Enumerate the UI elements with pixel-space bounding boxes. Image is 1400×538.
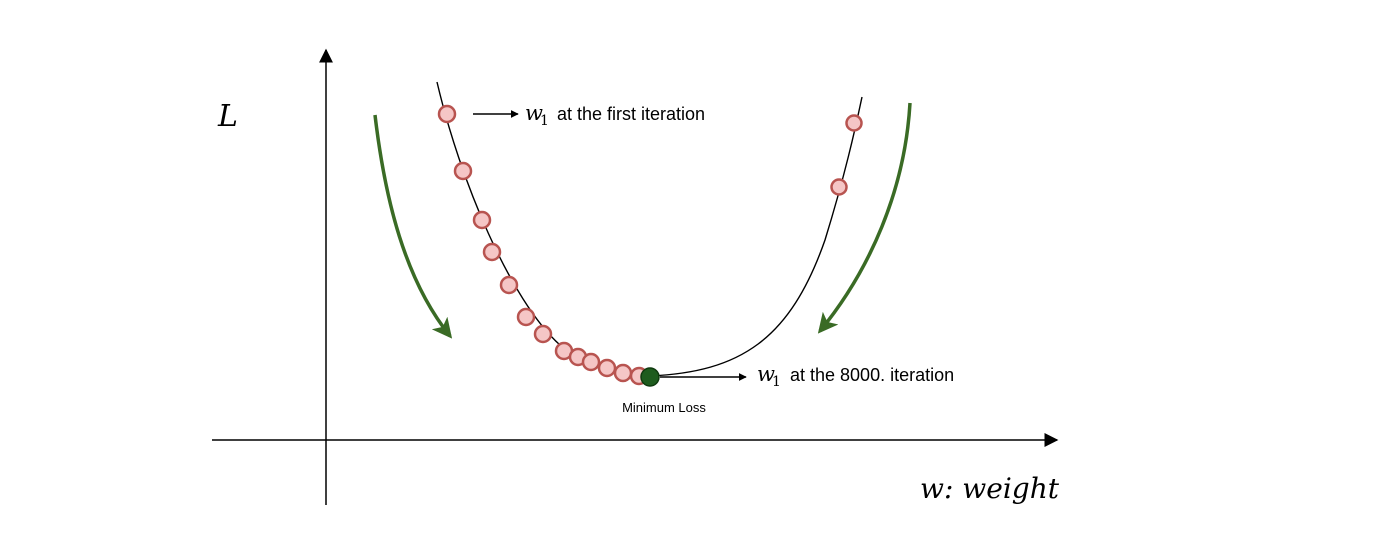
right-descent-arrow	[817, 102, 912, 334]
iteration-point	[499, 275, 519, 295]
iteration-point	[453, 161, 473, 181]
iteration-point	[533, 324, 553, 344]
iteration-point	[472, 210, 492, 230]
iteration-point	[482, 242, 502, 262]
minimum-point	[640, 367, 660, 387]
left-descent-arrow	[373, 114, 453, 339]
iteration-point	[845, 114, 863, 132]
y-axis-label: L	[217, 99, 238, 134]
last-iteration-var: w	[757, 362, 775, 386]
iteration-point	[830, 178, 848, 196]
first-iteration-sub: 1	[540, 113, 549, 129]
first-iteration-var: w	[525, 101, 543, 125]
last-iteration-text: at the 8000. iteration	[790, 365, 954, 385]
loss-curve	[436, 81, 863, 377]
minimum-loss-label: Minimum Loss	[622, 400, 706, 415]
last-iteration-sub: 1	[772, 374, 781, 390]
iteration-point	[437, 104, 457, 124]
last-iteration-annotation: w 1 at the 8000. iteration	[757, 362, 954, 390]
first-iteration-text: at the first iteration	[557, 104, 705, 124]
iteration-point	[613, 363, 633, 383]
iteration-points	[437, 104, 863, 386]
iteration-point	[597, 358, 617, 378]
iteration-point	[516, 307, 536, 327]
x-axis-label: w: weight	[920, 472, 1060, 505]
iteration-point	[581, 352, 601, 372]
first-iteration-annotation: w 1 at the first iteration	[525, 101, 705, 129]
